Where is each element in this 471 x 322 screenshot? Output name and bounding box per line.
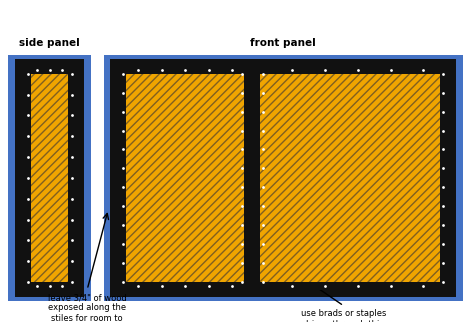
Bar <box>104 55 463 301</box>
Bar <box>244 66 260 290</box>
Text: side panel: side panel <box>19 38 80 48</box>
Bar <box>120 66 126 290</box>
Bar <box>68 66 75 290</box>
Bar <box>440 66 447 290</box>
Bar <box>24 66 75 74</box>
Bar <box>110 59 456 297</box>
Bar <box>15 59 84 297</box>
Text: front panel: front panel <box>250 38 316 48</box>
Bar <box>8 55 91 301</box>
Bar <box>120 282 447 290</box>
Text: leave 3/4" of wood
exposed along the
stiles for room to
attach the side panel: leave 3/4" of wood exposed along the sti… <box>42 293 132 322</box>
Bar <box>24 66 31 290</box>
Bar <box>120 66 447 74</box>
Bar <box>120 66 447 290</box>
Bar <box>24 66 75 290</box>
Bar <box>24 282 75 290</box>
Text: use brads or staples
driven through thin
bands of wood or
cardboard to attach
th: use brads or staples driven through thin… <box>301 309 387 322</box>
